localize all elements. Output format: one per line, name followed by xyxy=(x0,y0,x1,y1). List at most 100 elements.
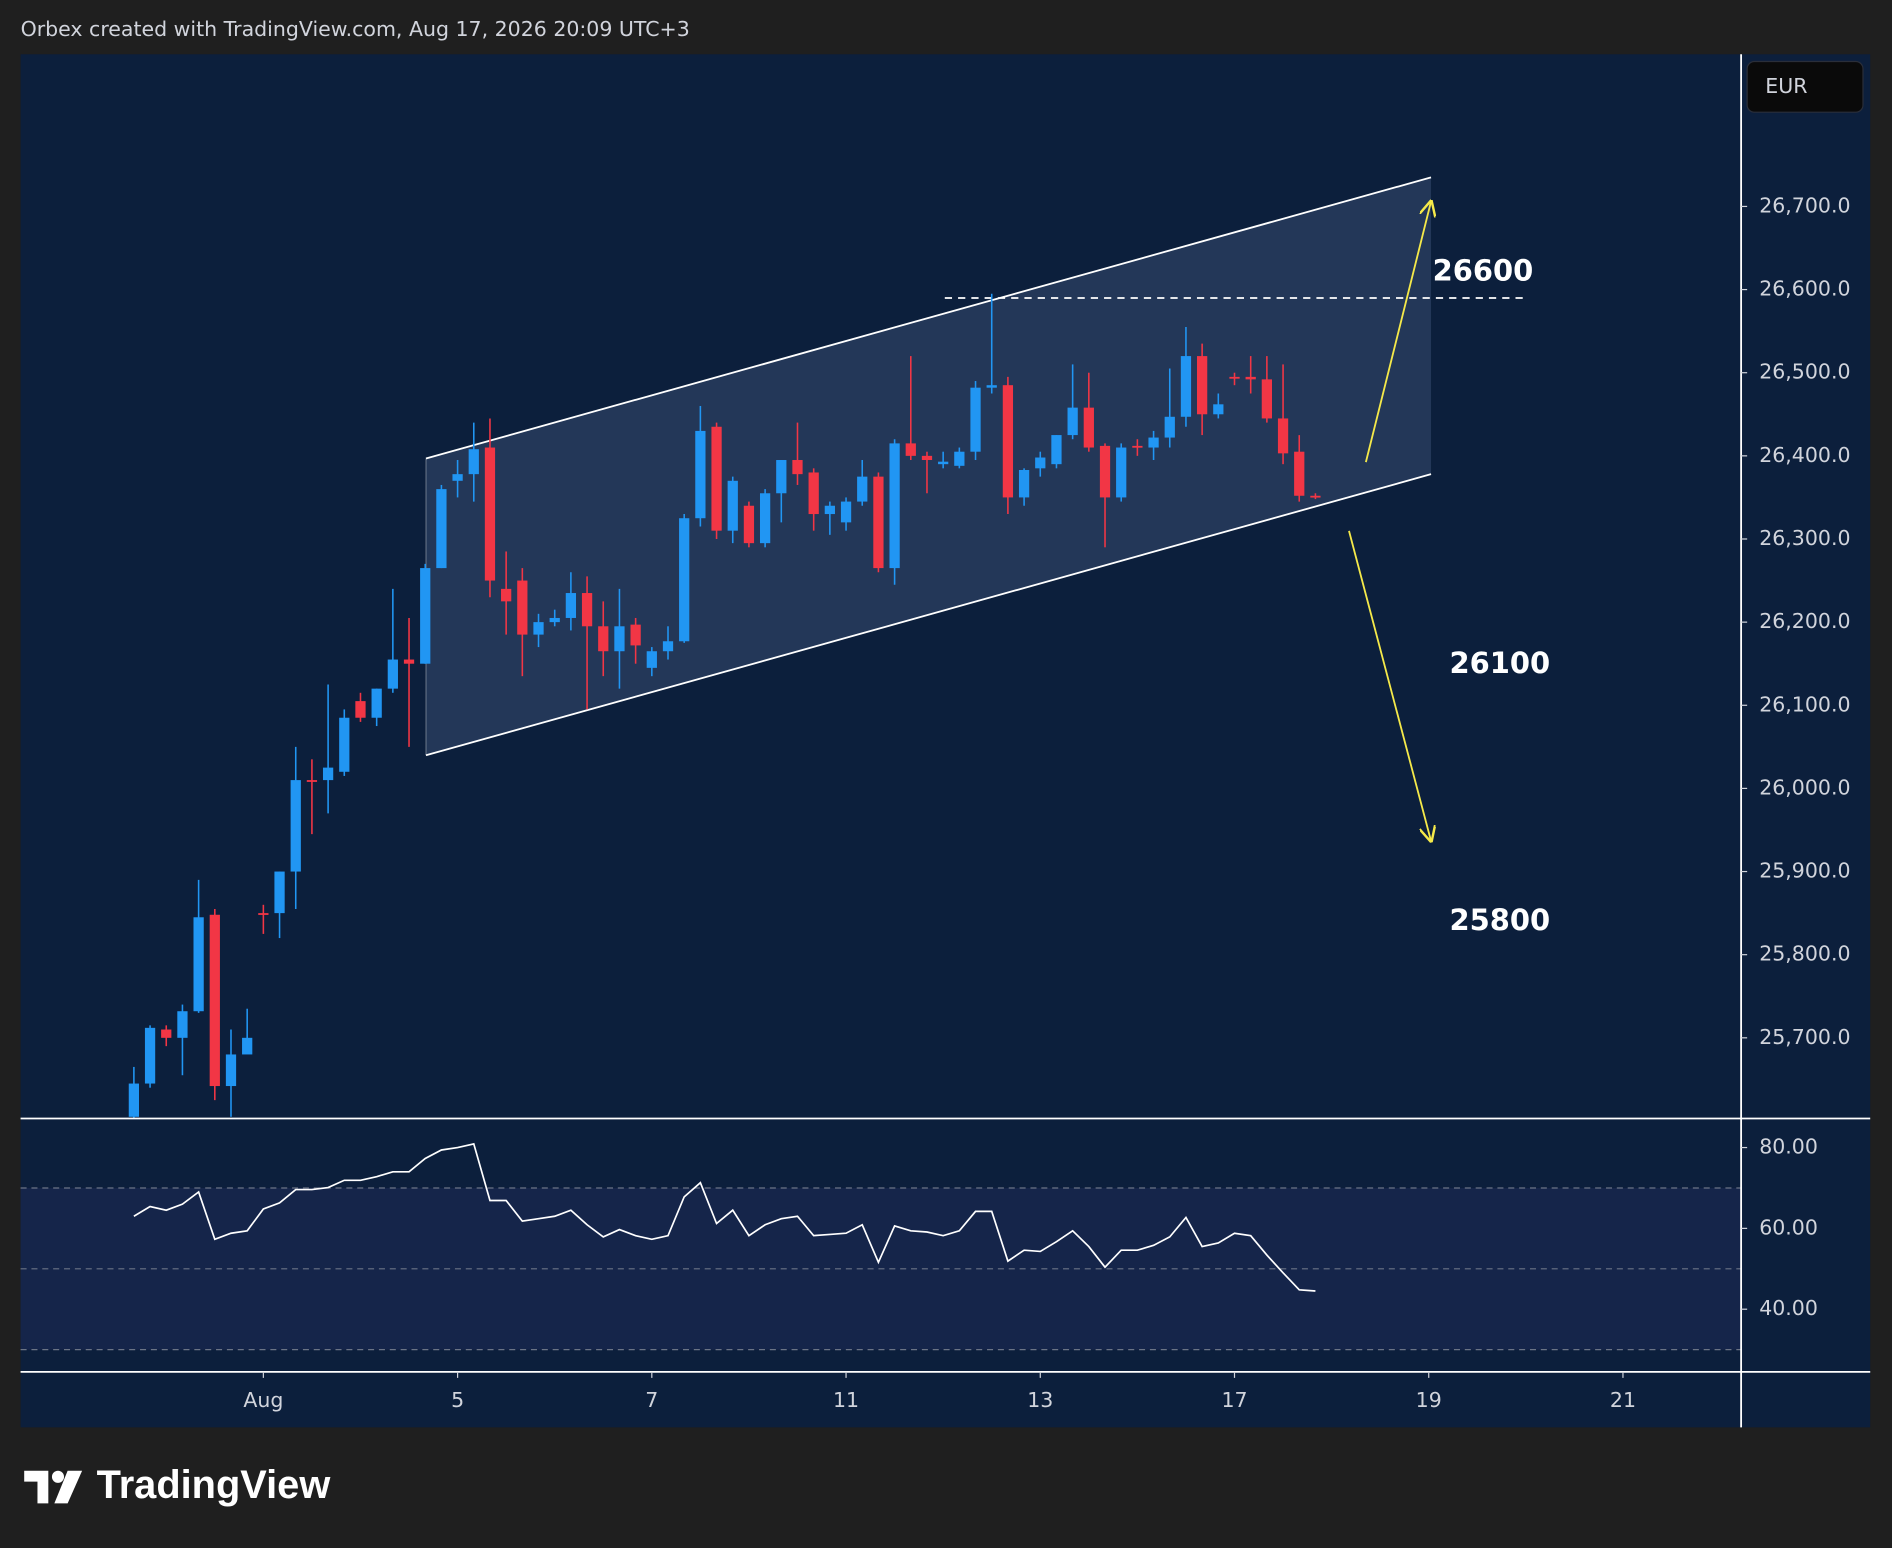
candle-body xyxy=(1002,385,1014,498)
rsi-pane xyxy=(20,1187,1742,1351)
candle-body xyxy=(1245,376,1256,380)
candle-body xyxy=(322,767,334,781)
candle-body xyxy=(258,913,269,915)
candle-body xyxy=(565,593,577,618)
candle-body xyxy=(306,780,318,782)
candle-body xyxy=(1083,407,1094,448)
candle-body xyxy=(743,505,755,544)
candle-body xyxy=(420,568,431,664)
candle-body xyxy=(873,476,884,569)
candle-body xyxy=(1261,379,1273,419)
annotation: 26600 xyxy=(1433,254,1534,288)
brand-logo xyxy=(24,1470,83,1504)
arrow-up xyxy=(1365,201,1431,463)
candle-body xyxy=(662,641,674,652)
candle-body xyxy=(1180,356,1192,417)
candle-body xyxy=(290,780,301,872)
rsi-tick-label: 80.00 xyxy=(1759,1135,1818,1159)
candle-body xyxy=(161,1029,172,1038)
candle-body xyxy=(921,455,933,461)
candle-body xyxy=(808,472,819,515)
rsi-tick-label: 60.00 xyxy=(1759,1215,1818,1239)
candles xyxy=(128,293,1321,1119)
candle-body xyxy=(339,717,350,772)
rsi-tick-label: 40.00 xyxy=(1759,1296,1818,1320)
candle-body xyxy=(759,493,771,544)
candle-body xyxy=(501,588,512,602)
candle-body xyxy=(695,430,706,519)
candle-body xyxy=(274,871,285,914)
candle-body xyxy=(792,460,803,475)
channel-fill xyxy=(425,177,1432,756)
candle-body xyxy=(242,1037,253,1055)
channel-upper xyxy=(425,176,1432,460)
y-tick-label: 25,900.0 xyxy=(1759,859,1850,883)
candle-body xyxy=(1067,407,1078,436)
candle-body xyxy=(1099,445,1111,498)
x-tick-label: 19 xyxy=(1416,1388,1442,1412)
arrow-down xyxy=(1348,530,1431,841)
candle-body xyxy=(355,701,366,718)
x-tick-label: 5 xyxy=(451,1388,464,1412)
candle-body xyxy=(403,659,415,664)
candle-body xyxy=(436,489,447,569)
candle-body xyxy=(1051,435,1062,465)
candle-body xyxy=(776,460,787,494)
y-tick-label: 26,100.0 xyxy=(1759,692,1850,716)
candle-body xyxy=(468,449,479,475)
candle-body xyxy=(581,593,593,627)
candle-body xyxy=(209,914,220,1087)
candle-body xyxy=(533,622,544,635)
currency-box[interactable] xyxy=(1746,60,1864,113)
candle-body xyxy=(1277,418,1289,454)
candle-body xyxy=(679,518,690,642)
x-tick-label: 7 xyxy=(645,1388,658,1412)
candle-body xyxy=(144,1027,156,1084)
candle-body xyxy=(193,917,204,1012)
candle-body xyxy=(484,447,496,581)
candle-body xyxy=(840,501,852,523)
candle-body xyxy=(857,476,868,502)
x-tick-label: 21 xyxy=(1610,1388,1636,1412)
axes: 25,700.0 25,800.0 25,900.0 26,000.0 26,100.0… xyxy=(133,193,1851,1412)
candle-body xyxy=(1229,376,1240,379)
candle-body xyxy=(1116,447,1127,498)
candle-body xyxy=(727,480,738,531)
candle-body xyxy=(970,387,981,452)
candle-body xyxy=(1132,445,1143,448)
candle-body xyxy=(646,651,657,668)
y-tick-label: 26,200.0 xyxy=(1759,609,1850,633)
candle-body xyxy=(889,443,900,569)
candle-body xyxy=(371,688,382,718)
candle-body xyxy=(598,626,609,652)
candle-body xyxy=(824,505,835,515)
rsi-line xyxy=(133,1142,1316,1292)
candle-body xyxy=(517,580,528,635)
candle-body xyxy=(630,624,641,646)
candle-body xyxy=(1213,404,1224,415)
candle-body xyxy=(387,659,398,689)
brand: TradingView xyxy=(97,1463,332,1507)
header: Orbex created with TradingView.com, Aug … xyxy=(21,17,690,41)
candle-body xyxy=(905,443,916,456)
y-tick-label: 26,700.0 xyxy=(1759,193,1850,217)
candle-body xyxy=(1197,356,1208,415)
y-tick-label: 26,500.0 xyxy=(1759,360,1850,384)
candle-body xyxy=(549,617,560,623)
candle-body xyxy=(177,1011,188,1038)
y-tick-label: 26,400.0 xyxy=(1759,443,1850,467)
candle-body xyxy=(614,626,625,652)
candle-body xyxy=(1164,416,1175,438)
y-tick-label: 26,000.0 xyxy=(1759,775,1850,799)
annotation: 26100 xyxy=(1449,646,1550,680)
x-tick-label: 13 xyxy=(1027,1388,1053,1412)
candle-body xyxy=(938,461,949,465)
currency[interactable]: EUR xyxy=(1765,74,1807,98)
channel-lower xyxy=(425,473,1432,757)
y-tick-label: 25,800.0 xyxy=(1759,942,1850,966)
candle-body xyxy=(1035,457,1046,469)
annotation: 25800 xyxy=(1449,903,1550,937)
y-tick-label: 25,700.0 xyxy=(1759,1025,1850,1049)
candle-body xyxy=(954,451,965,466)
